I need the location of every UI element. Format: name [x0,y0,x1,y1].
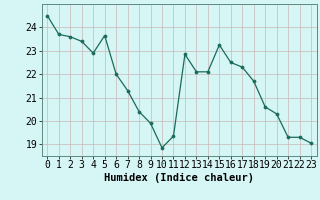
X-axis label: Humidex (Indice chaleur): Humidex (Indice chaleur) [104,173,254,183]
